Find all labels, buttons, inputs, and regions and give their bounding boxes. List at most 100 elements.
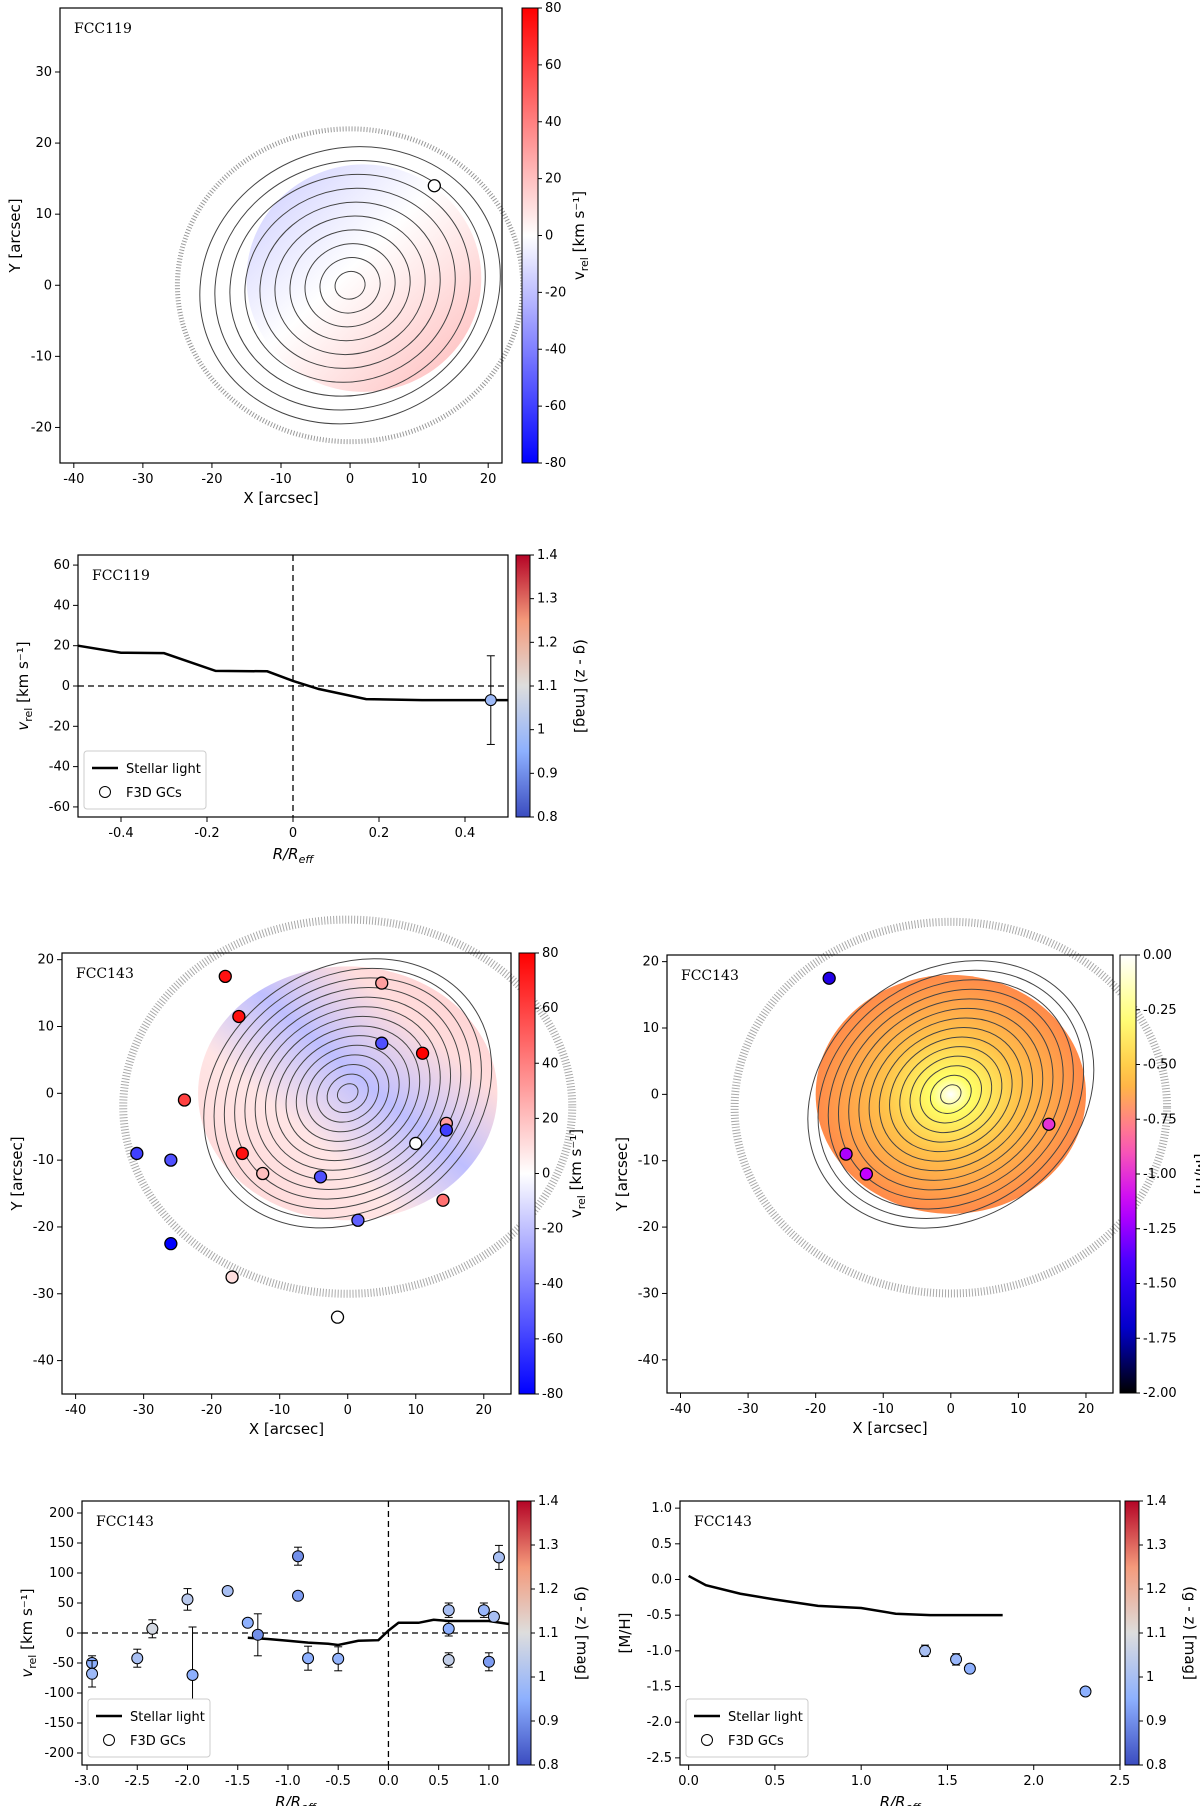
panel-vmap119: -40 -30 -20 -10 0 10 20 -20 -10 0 10 20 30 FCC119 X [a…: [6, 1, 591, 507]
stellar-light-line: [688, 1574, 1003, 1617]
plot-frame: [666, 954, 1114, 1394]
gc-point: [218, 969, 232, 984]
x-tick-label: -10: [873, 1402, 894, 1417]
panel-title: FCC143: [681, 968, 739, 984]
isophote: [264, 1015, 431, 1171]
gc-point: [332, 1652, 345, 1665]
colorbar-tick-label: 1.2: [1146, 1582, 1167, 1597]
colorbar-tick-label: -20: [542, 1222, 563, 1237]
y-tick-label: 40: [53, 598, 70, 613]
x-tick-label: -40: [65, 1403, 86, 1418]
cb-label-unit: [km s⁻¹]: [570, 191, 588, 257]
x-label-sub: eff: [299, 853, 315, 866]
y-tick-label: 10: [37, 1020, 54, 1035]
colorbar-tick-label: -20: [545, 285, 566, 300]
y-tick-label: -30: [33, 1287, 54, 1302]
y-tick-label: 50: [57, 1596, 74, 1611]
y-tick-label: 20: [35, 136, 52, 151]
isophote: [929, 1074, 972, 1114]
colorbar-tick-label: 0.9: [1146, 1714, 1167, 1729]
gc-point: [822, 971, 836, 985]
gc-point: [186, 1669, 199, 1681]
gc-point: [427, 179, 441, 193]
colorbar-tick-label: -0.25: [1143, 1003, 1177, 1018]
y-tick-label: 1.0: [651, 1501, 672, 1516]
gc-point: [482, 1655, 495, 1668]
isophote: [319, 257, 381, 314]
gc-point: [950, 1653, 963, 1666]
x-tick-label: 0: [289, 826, 297, 841]
isophote-contours: [807, 960, 1095, 1229]
y-tick-label: -20: [33, 1220, 54, 1235]
isophote: [203, 958, 493, 1229]
gc-point: [859, 1167, 873, 1181]
y-tick-label: -10: [33, 1153, 54, 1168]
x-tick-label: 20: [480, 472, 497, 487]
x-tick-label: 1.0: [479, 1774, 500, 1789]
x-axis-label: R/Reff: [880, 1793, 922, 1806]
gc-point: [484, 694, 497, 707]
y-tick-label: -100: [44, 1686, 74, 1701]
colorbar-tick-label: 0: [545, 229, 553, 244]
y-tick-label: -2.5: [647, 1751, 672, 1766]
x-label-main: R/R: [275, 1793, 301, 1806]
legend-label: Stellar light: [130, 1710, 205, 1725]
x-tick-label: 2.0: [1023, 1774, 1044, 1789]
x-label-main: R/R: [880, 1793, 906, 1806]
isophote-contours: [199, 146, 501, 425]
x-tick-label: -0.2: [194, 826, 219, 841]
velocity-field: [198, 966, 498, 1221]
x-tick-label: -3.0: [74, 1774, 99, 1789]
gc-point: [439, 1123, 454, 1137]
y-tick-label: 20: [642, 955, 659, 970]
plot-frame: [61, 952, 512, 1395]
colorbar-tick-label: 1.3: [537, 592, 558, 607]
panel-mhmap143: -40 -30 -20 -10 0 10 20 20 10 0 -10 -20 -30 -40 FCC143…: [613, 917, 1200, 1437]
colorbar-tick-label: 80: [542, 946, 559, 961]
x-tick-label: -10: [269, 1403, 290, 1418]
gc-point: [1079, 1685, 1092, 1698]
cb-label-unit: [km s⁻¹]: [567, 1129, 585, 1195]
x-tick-label: -20: [201, 1403, 222, 1418]
gc-point: [302, 1652, 315, 1665]
y-axis-label: Y [arcsec]: [6, 198, 24, 273]
x-tick-label: 10: [1010, 1402, 1027, 1417]
isophote: [316, 1063, 380, 1123]
x-tick-label: 20: [476, 1403, 493, 1418]
x-tick-label: 0.5: [765, 1774, 786, 1789]
x-tick-label: -30: [132, 472, 153, 487]
x-axis-label: X [arcsec]: [852, 1419, 927, 1437]
x-tick-label: -30: [737, 1402, 758, 1417]
isophote: [837, 988, 1064, 1200]
y-tick-label: 20: [37, 953, 54, 968]
isophote: [259, 201, 441, 369]
gc-point: [292, 1589, 305, 1602]
colorbar-tick-label: 60: [542, 1001, 559, 1016]
isophote: [295, 1044, 400, 1142]
x-tick-label: -2.5: [125, 1774, 150, 1789]
colorbar-tick-label: 1.4: [538, 1494, 559, 1509]
x-tick-label: 0: [344, 1403, 352, 1418]
y-tick-label: -30: [638, 1286, 659, 1301]
x-label-main: R/R: [273, 845, 299, 863]
colorbar: [516, 1500, 532, 1766]
gc-point: [919, 1644, 932, 1657]
x-tick-label: 0.4: [455, 826, 476, 841]
gc-point: [375, 1036, 389, 1050]
y-tick-label: -200: [44, 1746, 74, 1761]
colorbar-tick-label: 80: [545, 1, 562, 16]
x-tick-label: -1.0: [275, 1774, 300, 1789]
colorbar-tick-label: -80: [542, 1387, 563, 1402]
gc-point: [492, 1551, 505, 1564]
stellar-light-line: [247, 1618, 510, 1647]
gc-point: [351, 1213, 365, 1227]
x-tick-label: 10: [407, 1403, 424, 1418]
y-tick-label: 30: [35, 65, 52, 80]
isophote: [848, 998, 1054, 1191]
legend-box: [83, 750, 207, 810]
gc-point: [221, 1585, 234, 1597]
gc-point: [164, 1237, 178, 1251]
plot-frame: [679, 1500, 1121, 1766]
colorbar-tick-label: 0.00: [1143, 948, 1172, 963]
